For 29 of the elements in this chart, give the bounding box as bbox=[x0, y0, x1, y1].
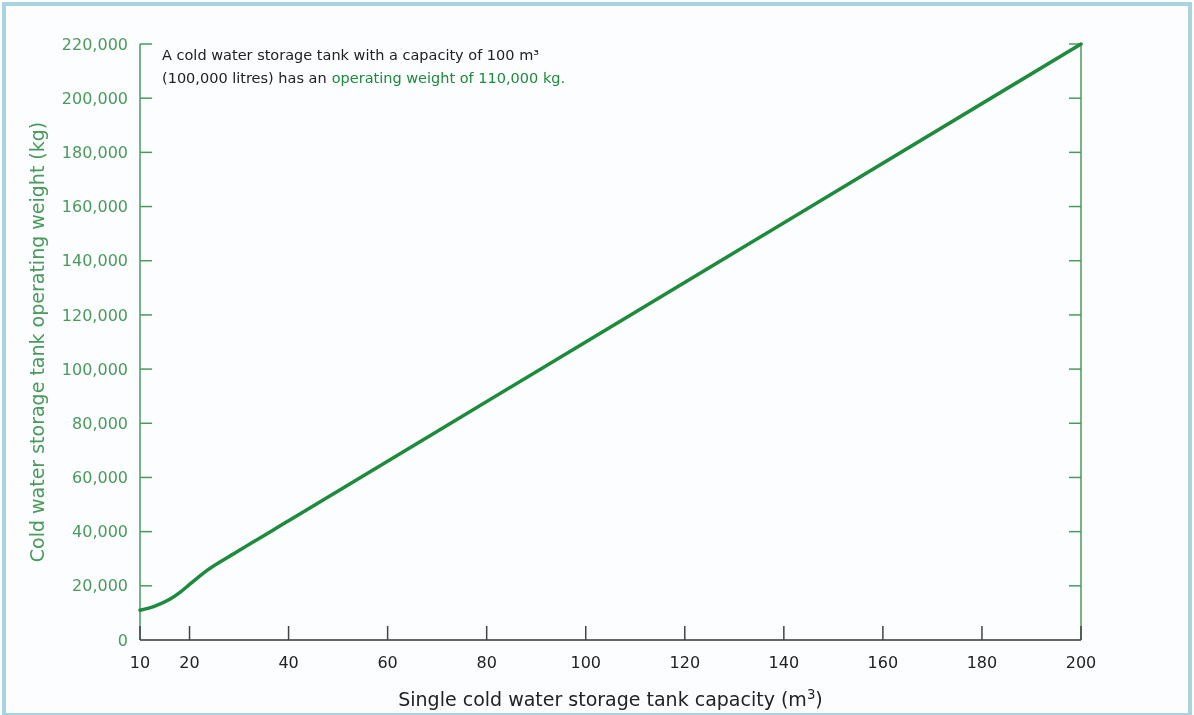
x-tick-label: 80 bbox=[476, 653, 497, 672]
x-tick-label: 160 bbox=[867, 653, 899, 672]
x-tick-label: 10 bbox=[129, 653, 151, 672]
y-tick-label: 0 bbox=[117, 630, 128, 650]
annotation: A cold water storage tank with a capacity of 100 m³ bbox=[162, 47, 540, 63]
y-tick-label: 220,000 bbox=[61, 34, 128, 54]
y-tick-label: 40,000 bbox=[72, 522, 128, 542]
y-tick-label: 80,000 bbox=[72, 413, 128, 433]
y-tick-label: 160,000 bbox=[61, 197, 128, 217]
x-tick-label: 140 bbox=[768, 653, 800, 672]
y-axis-title: Cold water storage tank operating weight (kg) bbox=[26, 121, 48, 563]
y-tick-label: 120,000 bbox=[61, 305, 128, 325]
line-series bbox=[138, 42, 1083, 612]
x-tick-label: 40 bbox=[278, 653, 299, 672]
y-tick-label: 20,000 bbox=[72, 576, 128, 596]
x-tick-label: 20 bbox=[179, 653, 200, 672]
x-tick-label: 60 bbox=[377, 653, 398, 672]
x-axis-title: Single cold water storage tank capacity (m$^{3}$) bbox=[398, 686, 823, 710]
annotation: operating weight of 110,000 kg. bbox=[331, 70, 566, 86]
y-tick-label: 200,000 bbox=[61, 88, 128, 108]
x-tick-label: 100 bbox=[570, 653, 602, 672]
y-tick-label: 140,000 bbox=[61, 251, 128, 271]
x-tick-label: 180 bbox=[966, 653, 998, 672]
x-tick-label: 120 bbox=[669, 653, 701, 672]
y-tick-label: 100,000 bbox=[61, 359, 128, 379]
y-tick-label: 180,000 bbox=[61, 142, 128, 162]
y-tick-label: 60,000 bbox=[72, 468, 128, 488]
annotation: (100,000 litres) has an bbox=[162, 70, 327, 86]
x-tick-label: 200 bbox=[1065, 653, 1097, 672]
